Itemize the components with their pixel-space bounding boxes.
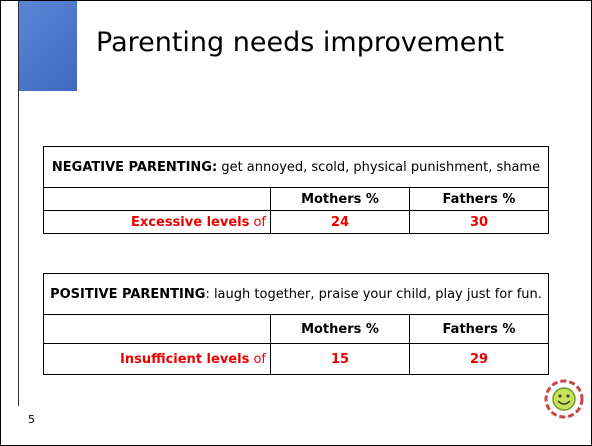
heading-text: get annoyed, scold, physical punishment,… bbox=[217, 159, 541, 175]
logo-face bbox=[552, 387, 576, 411]
row-label-bold: Excessive levels bbox=[131, 214, 250, 230]
heading-bold: NEGATIVE PARENTING: bbox=[51, 159, 218, 175]
table: POSITIVE PARENTING: laugh together, prai… bbox=[43, 273, 549, 375]
table-heading: NEGATIVE PARENTING: get annoyed, scold, … bbox=[43, 146, 549, 188]
logo bbox=[544, 379, 584, 419]
row-label: Insufficient levels of bbox=[43, 343, 271, 375]
row-label-bold: Insufficient levels bbox=[120, 351, 250, 367]
cell-value: 15 bbox=[270, 343, 410, 375]
slide-number: 5 bbox=[28, 413, 35, 426]
column-header: Mothers % bbox=[270, 314, 410, 344]
cell-value: 29 bbox=[409, 343, 549, 375]
row-label-text: of bbox=[249, 351, 266, 367]
row-label: Excessive levels of bbox=[43, 210, 271, 234]
heading-text: : laugh together, praise your child, pla… bbox=[205, 286, 542, 302]
cell-value: 30 bbox=[409, 210, 549, 234]
table: NEGATIVE PARENTING: get annoyed, scold, … bbox=[43, 146, 549, 234]
cell bbox=[43, 314, 271, 344]
column-header: Fathers % bbox=[409, 314, 549, 344]
logo-eye bbox=[558, 394, 562, 398]
column-header: Mothers % bbox=[270, 187, 410, 211]
logo-smile bbox=[557, 400, 571, 405]
logo-eye bbox=[566, 394, 570, 398]
column-header: Fathers % bbox=[409, 187, 549, 211]
heading-bold: POSITIVE PARENTING bbox=[50, 286, 206, 302]
cell-value: 24 bbox=[270, 210, 410, 234]
table-heading: POSITIVE PARENTING: laugh together, prai… bbox=[43, 273, 549, 315]
row-label-text: of bbox=[249, 214, 266, 230]
cell bbox=[43, 187, 271, 211]
accent-line bbox=[18, 1, 19, 406]
accent-block bbox=[19, 1, 77, 91]
slide-title: Parenting needs improvement bbox=[96, 27, 505, 58]
